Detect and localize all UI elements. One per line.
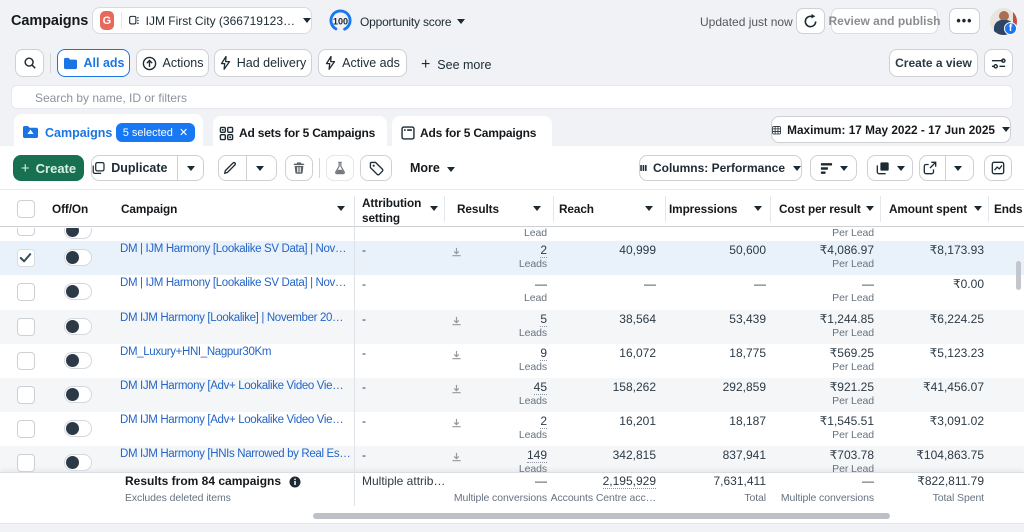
svg-text:100: 100 (333, 16, 348, 26)
